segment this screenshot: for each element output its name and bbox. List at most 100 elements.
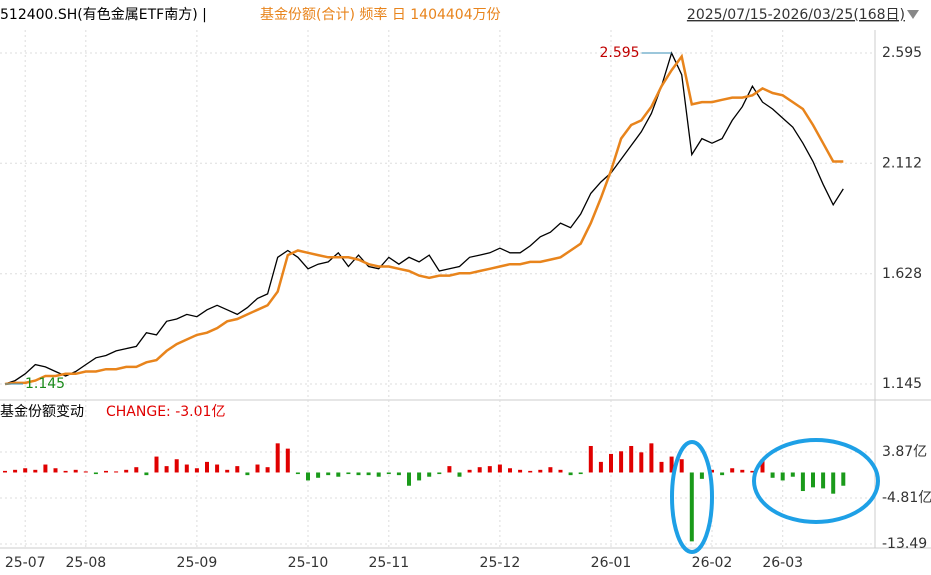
bar: [659, 461, 664, 473]
min-annotation: 1.145: [25, 376, 65, 392]
bar: [629, 445, 634, 473]
bar: [386, 472, 391, 475]
bar: [346, 472, 351, 475]
bar: [558, 469, 563, 473]
dropdown-arrow[interactable]: [907, 10, 919, 19]
bar: [609, 453, 613, 473]
bar: [730, 468, 735, 473]
bar: [720, 472, 725, 476]
panel-subtitle: CHANGE: -3.01亿: [106, 404, 225, 420]
x-tick-label: 26-03: [762, 555, 803, 571]
bar: [83, 471, 88, 473]
y-tick-label: 1.145: [882, 376, 922, 392]
line: [4, 51, 844, 385]
y-tick-label: 1.628: [882, 266, 922, 282]
line: [4, 53, 844, 386]
bar: [93, 472, 98, 475]
bar: [43, 464, 48, 473]
x-tick-label: 25-12: [480, 555, 521, 571]
bar: [619, 451, 624, 473]
bar: [710, 469, 714, 473]
bar: [326, 472, 331, 476]
bar: [679, 459, 684, 473]
highlight-circle: [670, 440, 714, 554]
bar: [366, 472, 371, 476]
bar: [184, 464, 189, 473]
bar: [518, 469, 523, 473]
bar: [164, 466, 169, 473]
bar: [639, 452, 644, 473]
bar: [548, 467, 553, 473]
chart-subtitle: 基金份额(合计) 频率 日 1404404万份: [260, 6, 501, 23]
bar: [245, 472, 250, 476]
bar: [568, 472, 573, 476]
bar: [285, 448, 290, 473]
panel-title: 基金份额变动: [0, 403, 84, 420]
bar: [790, 472, 795, 477]
bar: [417, 472, 422, 481]
x-tick-label: 25-07: [5, 555, 46, 571]
bar: [821, 472, 826, 489]
bar: [800, 472, 805, 492]
bar: [225, 469, 230, 473]
highlight-circle: [752, 438, 880, 524]
y-tick-label: -4.81亿: [882, 490, 931, 506]
bar: [689, 472, 694, 542]
x-tick-label: 25-08: [65, 555, 106, 571]
bar: [336, 472, 341, 477]
bar: [215, 464, 220, 473]
bar: [578, 472, 583, 475]
chart-title: 512400.SH(有色金属ETF南方) |: [0, 6, 207, 23]
bar: [295, 472, 300, 475]
bar: [770, 472, 775, 478]
bar: [124, 469, 129, 473]
bar: [407, 472, 411, 486]
x-tick-label: 26-02: [692, 555, 733, 571]
x-tick-label: 25-11: [368, 555, 409, 571]
bar: [73, 469, 78, 473]
bar: [356, 472, 361, 476]
bar: [396, 472, 401, 476]
bar: [265, 467, 270, 473]
bar: [831, 472, 836, 494]
bar: [154, 456, 159, 473]
bar: [467, 469, 472, 473]
x-tick-label: 25-10: [288, 555, 329, 571]
bar: [750, 470, 755, 473]
y-tick-label: -13.49: [882, 536, 927, 552]
bar: [235, 466, 240, 473]
bar: [437, 472, 442, 475]
bar: [649, 443, 654, 473]
y-tick-label: 2.595: [882, 45, 922, 61]
bar: [699, 472, 704, 479]
bar: [104, 470, 108, 473]
bar: [427, 472, 432, 477]
bar: [33, 469, 38, 473]
bar: [841, 472, 846, 486]
bar: [528, 470, 533, 473]
bar: [457, 472, 462, 477]
bar: [376, 472, 381, 477]
y-tick-label: 2.112: [882, 155, 922, 171]
bar: [811, 472, 815, 488]
bar: [306, 472, 310, 481]
bar: [760, 459, 765, 473]
x-tick-label: 26-01: [591, 555, 632, 571]
bar: [23, 468, 28, 473]
bar: [780, 472, 785, 481]
y-tick-label: 3.87亿: [882, 444, 927, 460]
bar: [144, 472, 149, 476]
x-tick-label: 25-09: [177, 555, 218, 571]
bar: [669, 456, 674, 473]
bar: [13, 469, 18, 473]
bar: [316, 472, 321, 478]
bar: [497, 464, 502, 473]
date-range: 2025/07/15-2026/03/25(168日): [687, 7, 905, 23]
bar: [275, 443, 280, 473]
bar: [487, 466, 492, 473]
bar: [53, 468, 58, 473]
bar: [508, 468, 512, 473]
bar: [174, 459, 179, 473]
bar: [194, 468, 199, 473]
